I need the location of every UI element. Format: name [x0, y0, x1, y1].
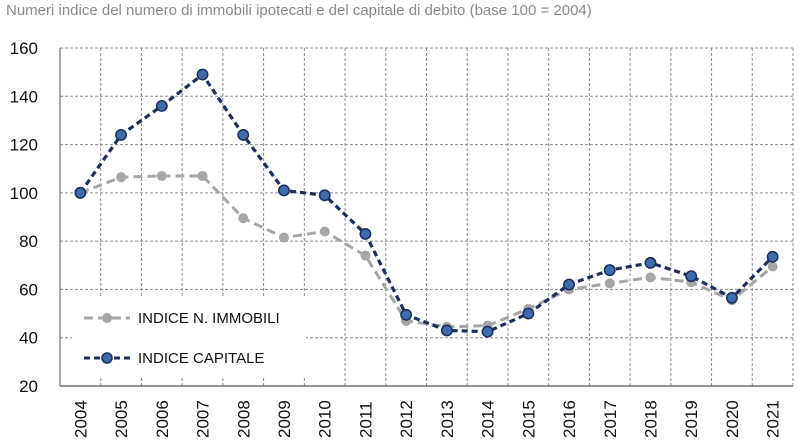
x-tick-label: 2009: [275, 400, 294, 438]
x-tick-label: 2019: [682, 400, 701, 438]
chart-title: Numeri indice del numero di immobili ipo…: [6, 2, 592, 19]
data-point: [645, 272, 656, 283]
data-point: [278, 184, 290, 197]
data-point: [400, 308, 413, 321]
series-indice-capitale: [74, 68, 779, 338]
data-point: [197, 170, 208, 181]
y-tick-label: 140: [10, 87, 38, 106]
y-tick-label: 80: [19, 232, 38, 251]
data-point: [603, 264, 616, 277]
data-point: [440, 324, 453, 337]
x-tick-label: 2008: [234, 400, 253, 438]
data-point: [766, 250, 779, 263]
x-tick-label: 2004: [71, 400, 90, 438]
data-point: [563, 278, 575, 291]
data-point: [604, 278, 615, 289]
x-tick-label: 2016: [560, 400, 579, 438]
data-point: [685, 270, 698, 283]
data-point: [237, 128, 250, 141]
data-point: [644, 256, 657, 269]
x-tick-label: 2013: [438, 400, 457, 438]
data-point: [522, 307, 535, 320]
data-point: [116, 172, 127, 183]
x-tick-label: 2021: [764, 400, 783, 438]
axes: 20 40 60 80 100 120 140 160 2004 2005 2006 2007 2008…: [10, 39, 793, 438]
data-point: [74, 186, 87, 199]
x-tick-label: 2006: [153, 400, 172, 438]
x-tick-label: 2014: [479, 400, 498, 438]
series-lines: [74, 68, 779, 338]
data-point: [238, 213, 249, 224]
legend-label: INDICE N. IMMOBILI: [138, 310, 280, 327]
data-point: [319, 226, 330, 237]
y-tick-label: 60: [19, 280, 38, 299]
data-point: [115, 128, 128, 141]
data-point: [767, 261, 778, 272]
data-point: [725, 291, 738, 304]
x-tick-label: 2011: [356, 401, 375, 438]
data-point: [196, 68, 209, 81]
y-tick-label: 160: [10, 39, 38, 58]
x-tick-label: 2012: [397, 400, 416, 438]
data-point: [360, 250, 371, 261]
data-point: [359, 227, 372, 240]
legend-label: INDICE CAPITALE: [138, 350, 264, 367]
y-tick-label: 120: [10, 136, 38, 155]
data-point: [481, 325, 494, 338]
data-point: [318, 189, 331, 202]
legend-swatch-marker: [101, 352, 113, 364]
data-point: [278, 232, 289, 243]
x-tick-label: 2020: [723, 400, 742, 438]
legend: INDICE N. IMMOBILI INDICE CAPITALE: [72, 296, 306, 378]
y-tick-label: 20: [19, 377, 38, 396]
data-point: [156, 170, 167, 181]
y-tick-label: 100: [10, 184, 38, 203]
x-tick-label: 2018: [641, 400, 660, 438]
y-tick-label: 40: [19, 329, 38, 348]
x-tick-label: 2010: [316, 400, 335, 438]
series-line: [79, 72, 774, 334]
x-tick-label: 2005: [112, 400, 131, 438]
x-tick-label: 2015: [519, 400, 538, 438]
x-tick-label: 2017: [601, 400, 620, 438]
legend-swatch-marker: [102, 313, 112, 323]
x-tick-label: 2007: [194, 400, 213, 438]
legend-background: [72, 296, 306, 378]
data-point: [155, 99, 168, 112]
